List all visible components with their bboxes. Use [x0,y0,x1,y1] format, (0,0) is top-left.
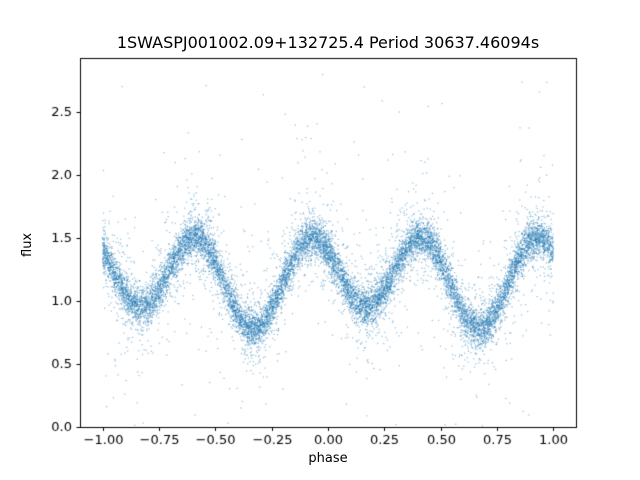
x-axis-label: phase [308,451,348,466]
chart-title: 1SWASPJ001002.09+132725.4 Period 30637.4… [116,33,540,52]
y-axis-label: flux [20,232,35,257]
